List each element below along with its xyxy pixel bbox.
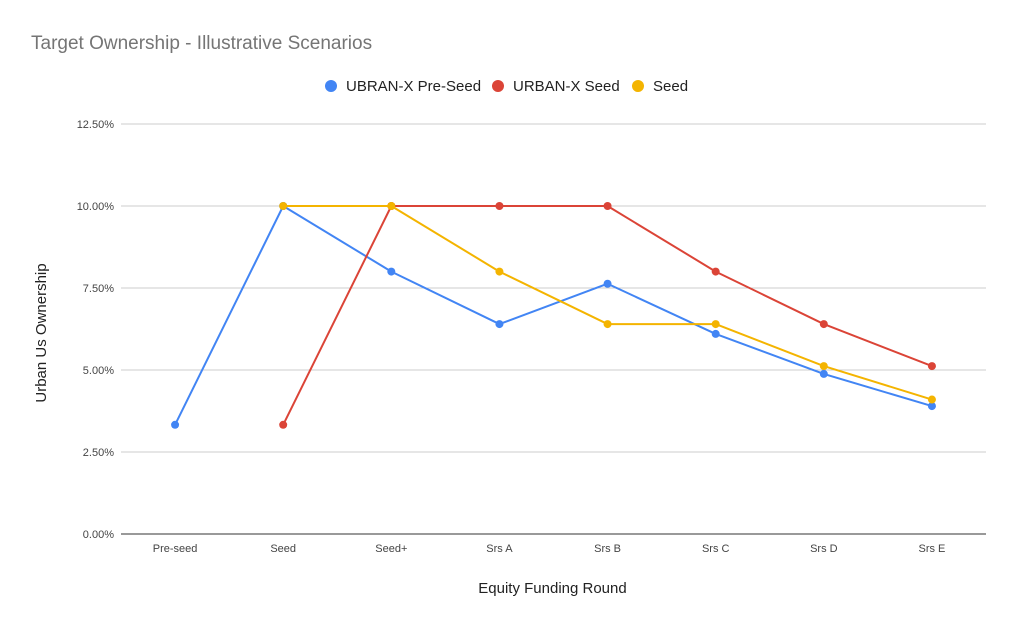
legend-label: Seed: [653, 78, 688, 95]
data-point: [279, 420, 288, 429]
legend-marker: [492, 80, 504, 92]
legend-label: URBAN-X Seed: [513, 78, 620, 95]
x-tick-label: Srs E: [918, 543, 945, 555]
y-tick-label: 0.00%: [83, 529, 114, 541]
x-tick-label: Srs C: [702, 543, 730, 555]
chart-title: Target Ownership - Illustrative Scenario…: [31, 33, 372, 54]
series: [279, 202, 936, 404]
data-point: [819, 362, 828, 371]
series-line: [174, 205, 933, 426]
series: [279, 202, 936, 429]
data-point: [819, 320, 828, 329]
legend-marker: [632, 80, 644, 92]
legend-item: UBRAN-X Pre-Seed: [325, 78, 481, 95]
x-tick-label: Srs D: [810, 543, 838, 555]
legend: UBRAN-X Pre-Seed URBAN-X Seed Seed: [325, 78, 688, 95]
x-tick-label: Pre-seed: [153, 543, 198, 555]
data-point: [495, 202, 504, 210]
x-axis-ticks: Pre-seed Seed Seed+ Srs A Srs B Srs C Srs D Srs…: [153, 543, 946, 555]
x-axis-title: Equity Funding Round: [478, 580, 626, 597]
data-point: [495, 267, 504, 276]
data-point: [711, 320, 720, 329]
data-point: [387, 202, 396, 210]
y-tick-label: 2.50%: [83, 447, 114, 459]
legend-label: UBRAN-X Pre-Seed: [346, 78, 481, 95]
data-point: [927, 402, 936, 411]
data-point: [603, 202, 612, 210]
data-point: [927, 362, 936, 371]
y-tick-label: 10.00%: [77, 201, 115, 213]
data-point: [603, 279, 612, 288]
y-tick-label: 12.50%: [77, 119, 115, 131]
x-tick-label: Seed+: [375, 543, 407, 555]
legend-item: Seed: [632, 78, 688, 95]
data-point: [819, 369, 828, 378]
y-axis-title: Urban Us Ownership: [33, 263, 50, 402]
series: [171, 202, 936, 429]
data-point: [279, 202, 288, 210]
series-layer: [171, 202, 936, 429]
legend-marker: [325, 80, 337, 92]
data-point: [711, 267, 720, 276]
data-point: [927, 395, 936, 404]
gridlines: [121, 123, 986, 453]
series-line: [282, 205, 933, 426]
y-axis-ticks: 0.00% 2.50% 5.00% 7.50% 10.00% 12.50%: [77, 119, 115, 541]
legend-item: URBAN-X Seed: [492, 78, 620, 95]
y-tick-label: 5.00%: [83, 365, 114, 377]
x-tick-label: Srs A: [486, 543, 513, 555]
data-point: [603, 320, 612, 329]
data-point: [495, 320, 504, 329]
data-point: [171, 420, 180, 429]
data-point: [387, 267, 396, 276]
data-point: [711, 329, 720, 338]
y-tick-label: 7.50%: [83, 283, 114, 295]
x-tick-label: Srs B: [594, 543, 621, 555]
x-tick-label: Seed: [270, 543, 296, 555]
